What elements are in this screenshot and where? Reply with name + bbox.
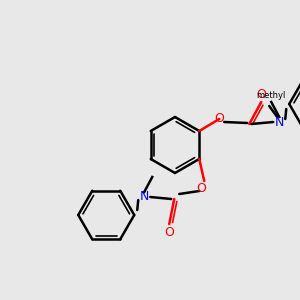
Text: O: O [164,226,174,238]
Text: O: O [196,182,206,196]
Text: O: O [256,88,266,100]
Text: N: N [274,116,284,128]
Text: methyl: methyl [256,92,286,100]
Text: O: O [214,112,224,125]
Text: N: N [140,190,149,203]
